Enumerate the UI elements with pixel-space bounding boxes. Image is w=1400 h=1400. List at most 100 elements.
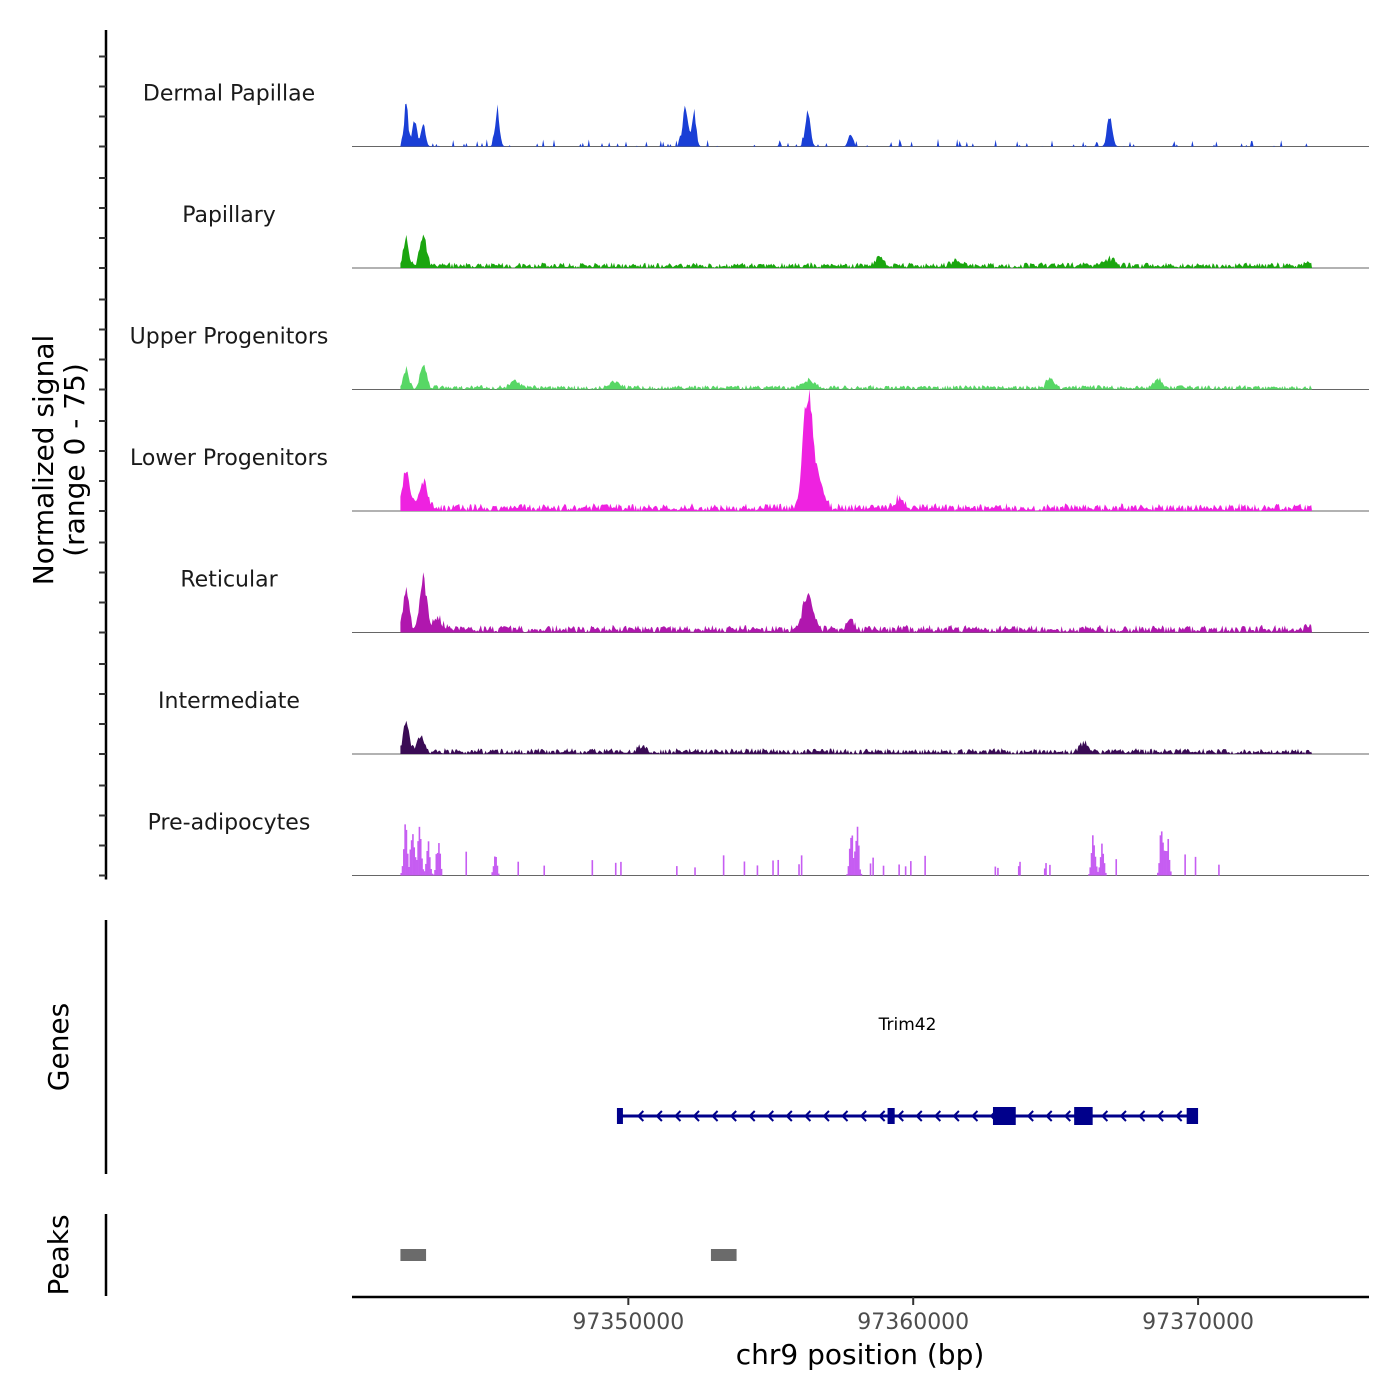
- strand-arrow: [785, 1110, 793, 1122]
- signal-bar: [614, 862, 617, 876]
- signal-bar: [491, 872, 494, 876]
- signal-bar: [743, 861, 746, 876]
- signal-bar: [436, 852, 439, 876]
- signal-bar: [543, 865, 546, 876]
- signal-bar: [430, 868, 432, 876]
- track-pre-adipocytes: Pre-adipocytes: [148, 811, 1369, 876]
- signal-y-axis: [99, 30, 108, 880]
- signal-bar: [882, 865, 885, 876]
- signal-bar: [1167, 838, 1170, 876]
- track-label: Lower Progenitors: [130, 446, 328, 471]
- gene-annotation-track: Trim42: [616, 1015, 1199, 1125]
- y-axis-title-line1: Normalized signal: [27, 335, 60, 586]
- strand-arrow: [636, 1110, 645, 1122]
- track-dermal-papillae: Dermal Papillae: [143, 82, 1369, 147]
- signal-bar: [772, 860, 774, 876]
- signal-bar: [1218, 864, 1220, 876]
- signal-bar: [1088, 874, 1090, 876]
- strand-arrow: [971, 1110, 979, 1122]
- signal-bar: [852, 858, 855, 876]
- track-label: Pre-adipocytes: [148, 811, 311, 836]
- strand-arrow: [1119, 1110, 1127, 1122]
- signal-bar: [1049, 864, 1051, 876]
- signal-bar: [439, 853, 442, 876]
- signal-bar: [497, 873, 500, 876]
- signal-bar: [412, 834, 414, 876]
- signal-bar: [410, 840, 413, 876]
- signal-bar: [994, 866, 997, 876]
- strand-arrow: [729, 1110, 737, 1122]
- signal-bar: [431, 873, 434, 876]
- signal-bar: [1164, 850, 1167, 876]
- track-label: Dermal Papillae: [143, 82, 315, 107]
- strand-arrow: [1100, 1110, 1109, 1122]
- strand-arrow: [692, 1110, 700, 1122]
- signal-bar: [1095, 866, 1098, 876]
- signal-bar: [440, 868, 443, 876]
- gene-exon: [887, 1108, 895, 1124]
- signal-bar: [855, 840, 858, 876]
- x-tick-label: 97370000: [1142, 1310, 1254, 1335]
- signal-bar: [798, 864, 800, 876]
- signal-bar: [1115, 859, 1118, 876]
- signal-bar: [1092, 835, 1094, 876]
- peak-region: [710, 1249, 737, 1261]
- signal-bar: [904, 866, 907, 876]
- signal-bar: [872, 857, 874, 876]
- genes-panel-title: Genes: [42, 1003, 75, 1091]
- gene-label: Trim42: [878, 1015, 937, 1035]
- strand-arrow: [1026, 1110, 1034, 1122]
- signal-bar: [408, 867, 410, 876]
- strand-arrow: [896, 1110, 904, 1122]
- track-papillary: Papillary: [182, 203, 1369, 269]
- signal-bar: [492, 866, 495, 876]
- track-label: Reticular: [180, 568, 278, 593]
- signal-bar: [722, 855, 725, 876]
- strand-arrow: [1138, 1110, 1146, 1122]
- signal-bar: [591, 860, 594, 876]
- signal-bar: [404, 824, 406, 876]
- signal-bar: [409, 849, 412, 876]
- signal-bar: [400, 873, 403, 876]
- signal-bar: [1103, 863, 1106, 876]
- signal-bar: [1017, 866, 1020, 876]
- signal-bar: [494, 856, 496, 876]
- signal-bar: [856, 826, 859, 876]
- signal-bar: [416, 859, 418, 876]
- signal-bar: [422, 869, 425, 876]
- signal-bar: [1160, 831, 1163, 876]
- signal-bar: [1045, 863, 1047, 876]
- strand-arrow: [1045, 1110, 1053, 1122]
- signal-bar: [1166, 851, 1168, 876]
- signal-bar: [859, 869, 861, 876]
- strand-arrow: [933, 1110, 942, 1122]
- signal-bar: [421, 858, 423, 876]
- signal-bar: [434, 870, 436, 876]
- track-reticular: Reticular: [180, 568, 1369, 633]
- strand-arrow: [674, 1110, 682, 1122]
- signal-bar: [426, 850, 429, 876]
- strand-arrow: [841, 1110, 849, 1122]
- strand-arrow: [711, 1110, 719, 1122]
- signal-bar: [924, 855, 926, 876]
- signal-bar: [1105, 872, 1107, 876]
- x-axis-title: chr9 position (bp): [736, 1338, 985, 1371]
- signal-bar: [860, 873, 863, 876]
- signal-area: [400, 103, 1313, 147]
- signal-bar: [676, 866, 678, 876]
- signal-bar: [403, 849, 405, 876]
- signal-bar: [620, 861, 622, 876]
- signal-bar: [850, 837, 852, 876]
- gene-exon: [1074, 1107, 1093, 1125]
- y-axis-title-line2: (range 0 - 75): [58, 363, 91, 557]
- signal-bar: [1019, 861, 1021, 876]
- signal-bar: [435, 854, 438, 876]
- signal-bar: [413, 847, 416, 876]
- signal-bar: [465, 851, 468, 876]
- signal-bar: [851, 835, 854, 876]
- signal-bar: [517, 861, 520, 876]
- track-label: Upper Progenitors: [130, 325, 329, 350]
- signal-bar: [1093, 845, 1095, 876]
- signal-bar: [1170, 871, 1172, 876]
